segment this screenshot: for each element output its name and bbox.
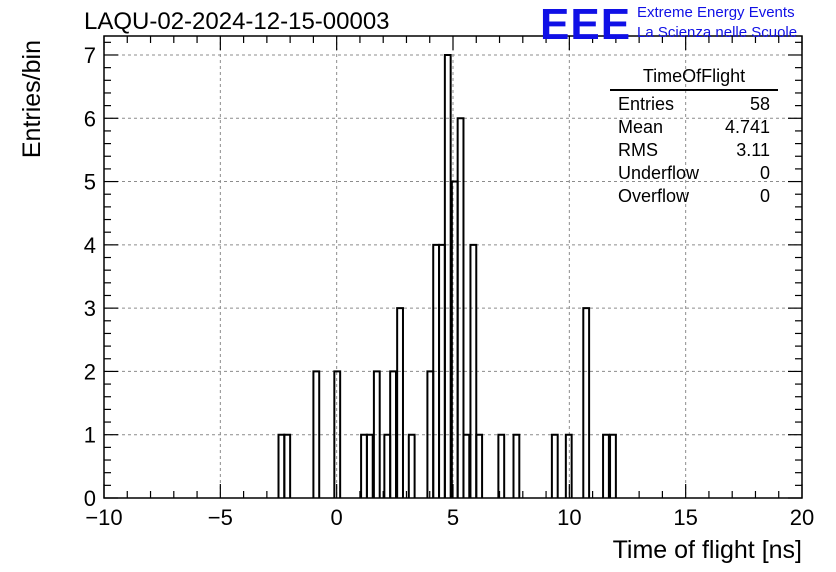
y-tick-label: 2 bbox=[84, 359, 96, 384]
logo-line-1: Extreme Energy Events bbox=[637, 4, 795, 21]
histogram-bin bbox=[396, 307, 404, 498]
eee-logo: EEE bbox=[540, 0, 632, 49]
histogram-bin bbox=[497, 433, 506, 498]
stats-row-mean: Mean 4.741 bbox=[610, 116, 778, 139]
logo-line-2: La Scienza nelle Scuole bbox=[637, 24, 798, 41]
stats-value: 0 bbox=[759, 186, 770, 206]
histogram-bin bbox=[469, 243, 478, 498]
histogram-bin bbox=[512, 433, 521, 498]
histogram-bin bbox=[456, 117, 465, 498]
histogram-bin bbox=[407, 433, 416, 498]
x-axis-label: Time of flight [ns] bbox=[613, 536, 802, 564]
stats-value: 3.11 bbox=[736, 140, 770, 160]
histogram-bin bbox=[283, 433, 292, 498]
stats-row-rms: RMS 3.11 bbox=[610, 139, 778, 162]
y-tick-label: 6 bbox=[84, 106, 96, 131]
histogram-bin bbox=[582, 307, 591, 498]
histogram-bin bbox=[443, 53, 452, 498]
y-tick-label: 0 bbox=[84, 486, 96, 511]
x-tick-label: 5 bbox=[447, 505, 459, 530]
x-tick-label: 15 bbox=[673, 505, 697, 530]
histogram-bin bbox=[372, 370, 381, 498]
x-tick-label: 10 bbox=[557, 505, 581, 530]
y-axis-label: Entries/bin bbox=[18, 40, 46, 158]
stats-title: TimeOfFlight bbox=[610, 66, 778, 91]
stats-value: 4.741 bbox=[724, 117, 770, 137]
y-tick-label: 3 bbox=[84, 296, 96, 321]
histogram-bin bbox=[550, 433, 559, 498]
plot-title: LAQU-02-2024-12-15-00003 bbox=[84, 8, 390, 35]
histogram-bin bbox=[602, 433, 610, 498]
y-tick-label: 5 bbox=[84, 170, 96, 195]
y-tick-label: 7 bbox=[84, 43, 96, 68]
y-tick-label: 1 bbox=[84, 423, 96, 448]
x-tick-label: 0 bbox=[331, 505, 343, 530]
stats-label: Underflow bbox=[618, 163, 700, 183]
stats-box: TimeOfFlight Entries 58 Mean 4.741 RMS 3… bbox=[610, 66, 778, 208]
x-tick-label: −5 bbox=[208, 505, 233, 530]
histogram-bin bbox=[609, 433, 617, 498]
stats-value: 0 bbox=[759, 163, 770, 183]
x-tick-label: 20 bbox=[790, 505, 814, 530]
stats-label: RMS bbox=[618, 140, 658, 160]
stats-label: Overflow bbox=[618, 186, 690, 206]
stats-label: Mean bbox=[618, 117, 664, 137]
x-tick-label: −10 bbox=[85, 505, 122, 530]
stats-label: Entries bbox=[618, 94, 675, 114]
histogram-bin bbox=[389, 370, 397, 498]
stats-row-underflow: Underflow 0 bbox=[610, 162, 778, 185]
histogram-bin bbox=[462, 433, 471, 498]
stats-value: 58 bbox=[749, 94, 770, 114]
histogram-bin bbox=[312, 370, 321, 498]
histogram-bin bbox=[475, 433, 484, 498]
y-tick-label: 4 bbox=[84, 233, 96, 258]
stats-row-overflow: Overflow 0 bbox=[610, 185, 778, 208]
stats-row-entries: Entries 58 bbox=[610, 93, 778, 116]
histogram-bin bbox=[333, 370, 342, 498]
histogram-bin bbox=[365, 433, 374, 498]
histogram-bin bbox=[564, 433, 573, 498]
